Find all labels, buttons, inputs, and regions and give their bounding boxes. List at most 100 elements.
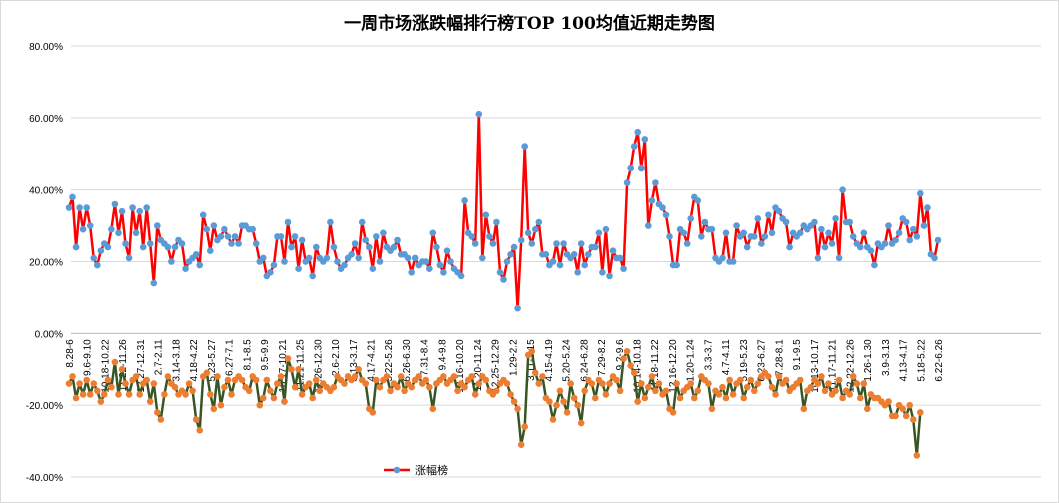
- data-point: [800, 405, 808, 413]
- data-point: [69, 193, 76, 201]
- data-point: [846, 391, 853, 398]
- data-point: [199, 211, 207, 219]
- data-point: [747, 376, 755, 384]
- data-point: [846, 218, 853, 226]
- data-point: [849, 233, 857, 240]
- series-1: [65, 110, 942, 312]
- x-tick-label: 5.18-5.22: [916, 339, 927, 382]
- y-tick-label: 60.00%: [29, 114, 63, 125]
- data-point: [104, 376, 112, 384]
- data-point: [895, 229, 903, 237]
- data-point: [79, 225, 87, 233]
- data-point: [655, 380, 663, 387]
- data-point: [440, 373, 447, 380]
- data-point: [796, 229, 804, 237]
- data-point: [535, 380, 543, 387]
- data-point: [115, 391, 122, 398]
- data-point: [532, 225, 539, 233]
- x-tick-label: 11.20-11.24: [473, 339, 484, 391]
- data-point: [892, 236, 899, 244]
- data-point: [214, 373, 221, 380]
- data-point: [669, 409, 677, 416]
- x-tick-label: 7.29-8.2: [597, 339, 608, 376]
- data-point: [645, 222, 652, 229]
- data-point: [493, 387, 500, 395]
- x-tick-label: 8.1-8.5: [242, 339, 253, 371]
- data-point: [461, 197, 468, 204]
- x-tick-label: 3.13-3.17: [349, 339, 360, 382]
- data-point: [72, 394, 80, 402]
- data-point: [634, 128, 641, 136]
- data-point: [609, 247, 617, 254]
- data-point: [182, 391, 189, 398]
- data-point: [556, 261, 564, 269]
- x-tick-label: 10.14-10.18: [633, 339, 644, 393]
- data-point: [828, 240, 836, 247]
- data-point: [471, 240, 479, 247]
- data-point: [641, 394, 649, 402]
- data-point: [228, 391, 235, 398]
- data-point: [758, 240, 765, 247]
- data-point: [369, 409, 377, 416]
- data-point: [408, 383, 416, 391]
- data-point: [577, 419, 585, 427]
- x-tick-label: 12.16-12.20: [668, 339, 679, 393]
- x-tick-label: 3.3-3.7: [703, 339, 714, 371]
- data-point: [305, 380, 313, 387]
- data-point: [906, 401, 913, 409]
- data-point: [708, 225, 716, 233]
- data-point: [252, 376, 260, 384]
- data-point: [532, 369, 539, 377]
- data-point: [638, 380, 645, 387]
- data-point: [447, 258, 454, 265]
- data-point: [864, 405, 871, 413]
- x-tick-label: 4.13-4.17: [899, 339, 910, 382]
- y-tick-label: -20.00%: [26, 401, 63, 412]
- data-point: [652, 387, 659, 395]
- data-point: [577, 240, 585, 247]
- data-point: [245, 387, 253, 395]
- data-point: [602, 225, 610, 233]
- data-point: [238, 376, 246, 384]
- data-point: [224, 233, 232, 240]
- data-point: [291, 233, 299, 240]
- data-point: [676, 394, 684, 402]
- data-point: [885, 398, 892, 405]
- data-point: [295, 366, 302, 373]
- x-tick-label: 6.22-6.26: [934, 339, 945, 382]
- data-point: [129, 204, 136, 211]
- y-tick-label: 0.00%: [35, 329, 63, 340]
- x-tick-label: 9.6-9.10: [83, 339, 94, 376]
- data-point: [161, 391, 168, 398]
- data-point: [560, 240, 567, 247]
- data-point: [154, 409, 161, 416]
- x-tick-label: 5.20-5.24: [562, 339, 573, 382]
- data-point: [743, 243, 751, 251]
- data-point: [910, 416, 917, 423]
- data-point: [549, 258, 557, 265]
- data-point: [235, 240, 242, 247]
- data-point: [853, 380, 861, 387]
- data-point: [623, 179, 631, 186]
- data-point: [122, 380, 129, 387]
- data-point: [782, 218, 790, 226]
- x-tick-label: 10.17-10.21: [278, 339, 289, 393]
- data-point: [260, 254, 267, 262]
- data-point: [330, 383, 338, 391]
- data-point: [196, 261, 203, 269]
- x-tick-label: 12.22-12.26: [845, 339, 856, 393]
- x-tick-label: 6.24-6.28: [579, 339, 590, 382]
- data-point: [835, 254, 843, 262]
- data-point: [719, 383, 726, 391]
- data-point: [390, 243, 398, 251]
- data-point: [694, 387, 702, 395]
- data-point: [623, 348, 631, 355]
- data-point: [680, 229, 687, 237]
- data-point: [115, 229, 122, 237]
- data-point: [630, 369, 638, 377]
- data-point: [210, 405, 218, 413]
- data-point: [454, 387, 461, 395]
- data-point: [599, 380, 606, 387]
- data-point: [362, 380, 370, 387]
- data-point: [719, 254, 726, 262]
